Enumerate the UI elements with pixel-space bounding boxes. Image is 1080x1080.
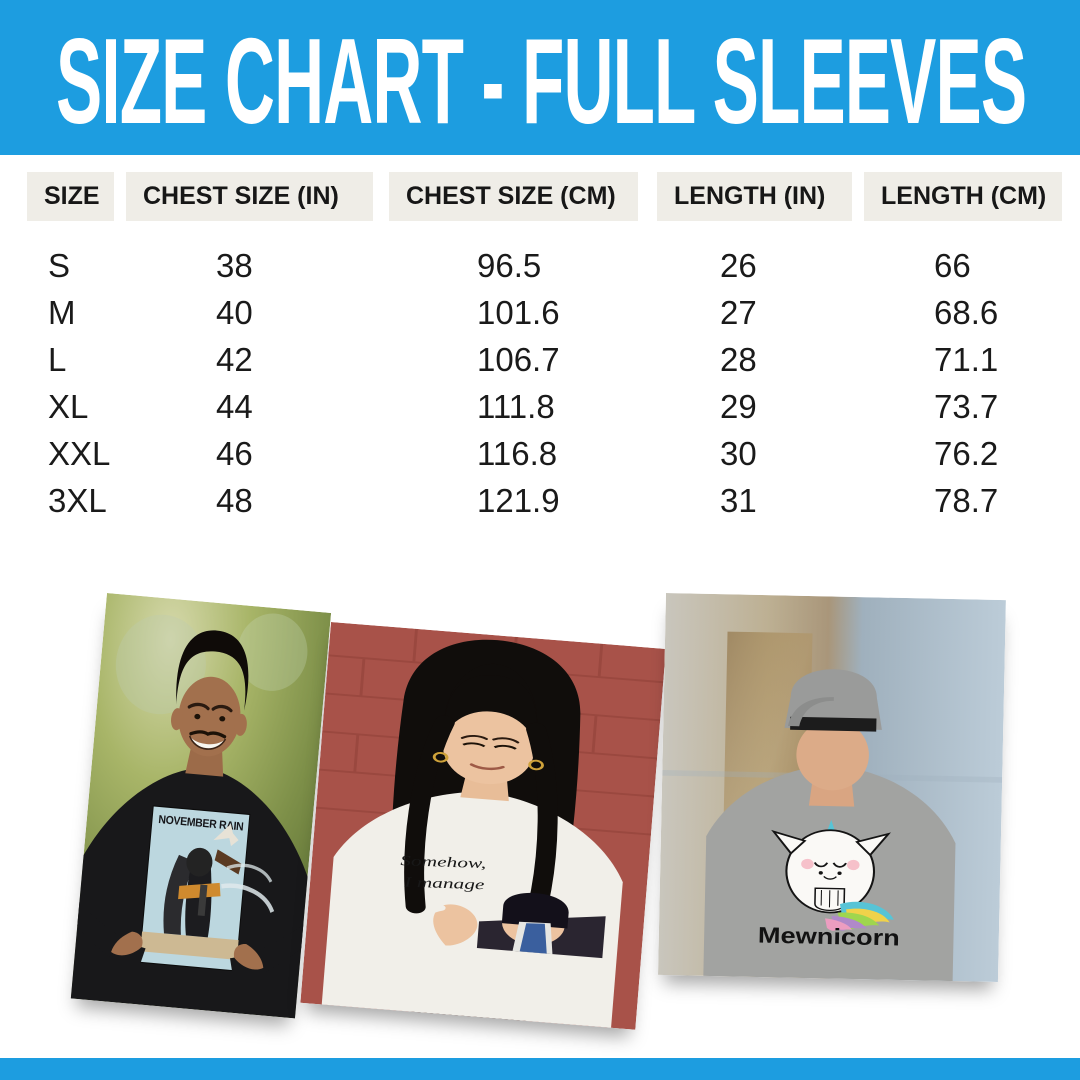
svg-text:Somehow,: Somehow,	[400, 853, 486, 872]
svg-text:I manage: I manage	[403, 874, 485, 892]
svg-text:Mewnicorn: Mewnicorn	[758, 923, 900, 951]
